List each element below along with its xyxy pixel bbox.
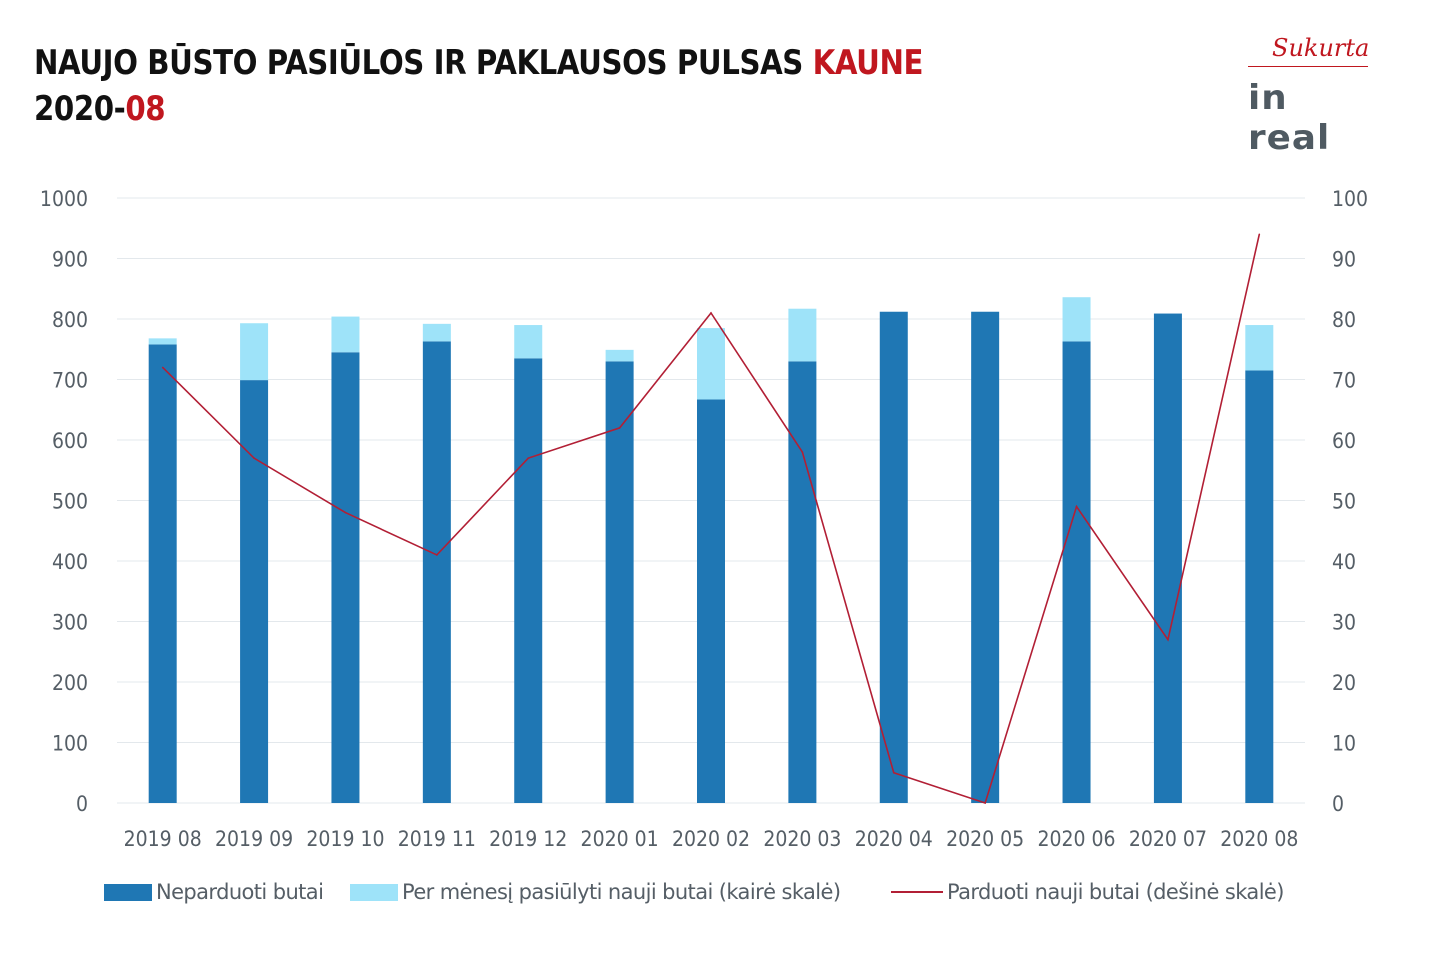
x-tick-label: 2019 11: [398, 827, 476, 851]
legend-swatch-new-offered: [350, 883, 398, 901]
x-tick-label: 2020 07: [1129, 827, 1207, 851]
point-sold: [892, 771, 895, 774]
x-tick-label: 2019 09: [215, 827, 293, 851]
x-tick-label: 2020 03: [763, 827, 841, 851]
y-right-tick-label: 30: [1332, 611, 1356, 635]
y-right-tick-label: 20: [1332, 671, 1356, 695]
legend-label-new-offered: Per mėnesį pasiūlyti nauji butai (kairė …: [402, 880, 841, 904]
bar-unsold: [1153, 313, 1182, 803]
logo-rule: [1248, 66, 1368, 67]
bar-new-offered: [605, 349, 634, 362]
bar-unsold: [422, 341, 451, 803]
point-sold: [253, 457, 255, 459]
y-right-tick-label: 80: [1332, 308, 1356, 332]
title-line-1: NAUJO BŪSTO PASIŪLOS IR PAKLAUSOS PULSAS…: [34, 40, 924, 86]
y-left-tick-label: 200: [52, 671, 88, 695]
bar-new-offered: [514, 325, 543, 359]
bar-new-offered: [422, 323, 451, 342]
bar-new-offered: [788, 308, 817, 362]
point-sold: [527, 457, 530, 459]
point-sold: [801, 451, 804, 453]
bar-unsold: [605, 361, 634, 803]
point-sold: [984, 802, 986, 804]
x-tick-label: 2019 10: [306, 827, 384, 851]
bar-new-offered: [697, 328, 725, 400]
y-left-tick-label: 800: [52, 308, 88, 332]
y-right-tick-label: 40: [1332, 550, 1356, 574]
chart-title: NAUJO BŪSTO PASIŪLOS IR PAKLAUSOS PULSAS…: [34, 40, 924, 132]
y-right-tick-label: 50: [1332, 490, 1356, 514]
y-right-tick-label: 10: [1332, 732, 1356, 756]
title-city: KAUNE: [812, 43, 924, 83]
x-tick-label: 2020 08: [1220, 827, 1298, 851]
bar-new-offered: [1245, 325, 1274, 371]
bar-unsold: [514, 358, 543, 803]
legend-item-new-offered: Per mėnesį pasiūlyti nauji butai (kairė …: [350, 876, 841, 908]
in-real-logo: Sukurta in real: [1246, 34, 1370, 158]
title-main: NAUJO BŪSTO PASIŪLOS IR PAKLAUSOS PULSAS: [34, 43, 813, 83]
y-left-tick-label: 700: [52, 369, 88, 393]
y-left-tick-label: 1000: [40, 187, 88, 211]
legend-line-sold: [891, 891, 943, 893]
y-left-tick-label: 400: [52, 550, 88, 574]
y-left-tick-label: 900: [52, 248, 88, 272]
bar-new-offered: [240, 323, 269, 381]
bar-new-offered: [1062, 297, 1091, 342]
y-left-tick-label: 300: [52, 611, 88, 635]
y-left-tick-label: 100: [52, 732, 88, 756]
logo-wordmark: in real: [1248, 78, 1331, 158]
legend-item-unsold: Neparduoti butai: [104, 876, 324, 908]
legend-item-sold: Parduoti nauji butai (dešinė skalė): [891, 876, 1284, 908]
point-sold: [618, 427, 621, 429]
bar-unsold: [1245, 370, 1274, 803]
legend-label-sold: Parduoti nauji butai (dešinė skalė): [947, 880, 1284, 904]
point-sold: [344, 511, 347, 514]
point-sold: [1075, 505, 1078, 508]
legend-swatch-unsold: [104, 883, 152, 901]
y-left-tick-label: 0: [76, 792, 88, 816]
bar-unsold: [788, 361, 817, 803]
x-tick-label: 2020 05: [946, 827, 1024, 851]
y-right-tick-label: 0: [1332, 792, 1344, 816]
y-right-tick-label: 60: [1332, 429, 1356, 453]
logo-script-text: Sukurta: [1272, 34, 1370, 62]
x-tick-label: 2019 08: [124, 827, 202, 851]
point-sold: [1258, 233, 1261, 236]
point-sold: [710, 312, 712, 314]
title-line-2: 2020-08: [34, 86, 923, 132]
y-right-tick-label: 70: [1332, 369, 1356, 393]
y-left-tick-label: 500: [52, 490, 88, 514]
bar-new-offered: [148, 338, 177, 345]
x-tick-label: 2020 02: [672, 827, 750, 851]
x-tick-label: 2019 12: [489, 827, 567, 851]
bar-unsold: [331, 352, 360, 803]
x-tick-label: 2020 04: [855, 827, 933, 851]
title-period-prefix: 2020-: [34, 89, 126, 129]
x-tick-label: 2020 01: [581, 827, 659, 851]
bar-unsold: [148, 344, 177, 803]
point-sold: [161, 366, 164, 369]
point-sold: [1167, 638, 1169, 641]
y-right-tick-label: 100: [1332, 187, 1368, 211]
y-left-tick-label: 600: [52, 429, 88, 453]
bar-unsold: [879, 311, 908, 803]
y-right-tick-label: 90: [1332, 248, 1356, 272]
bar-unsold: [971, 311, 1000, 803]
x-tick-label: 2020 06: [1037, 827, 1115, 851]
bar-unsold: [240, 380, 269, 803]
bar-unsold: [697, 399, 725, 803]
bar-unsold: [1062, 341, 1091, 803]
title-period-month: 08: [125, 89, 166, 129]
legend-label-unsold: Neparduoti butai: [156, 880, 324, 904]
bar-new-offered: [331, 316, 360, 353]
point-sold: [436, 554, 438, 556]
